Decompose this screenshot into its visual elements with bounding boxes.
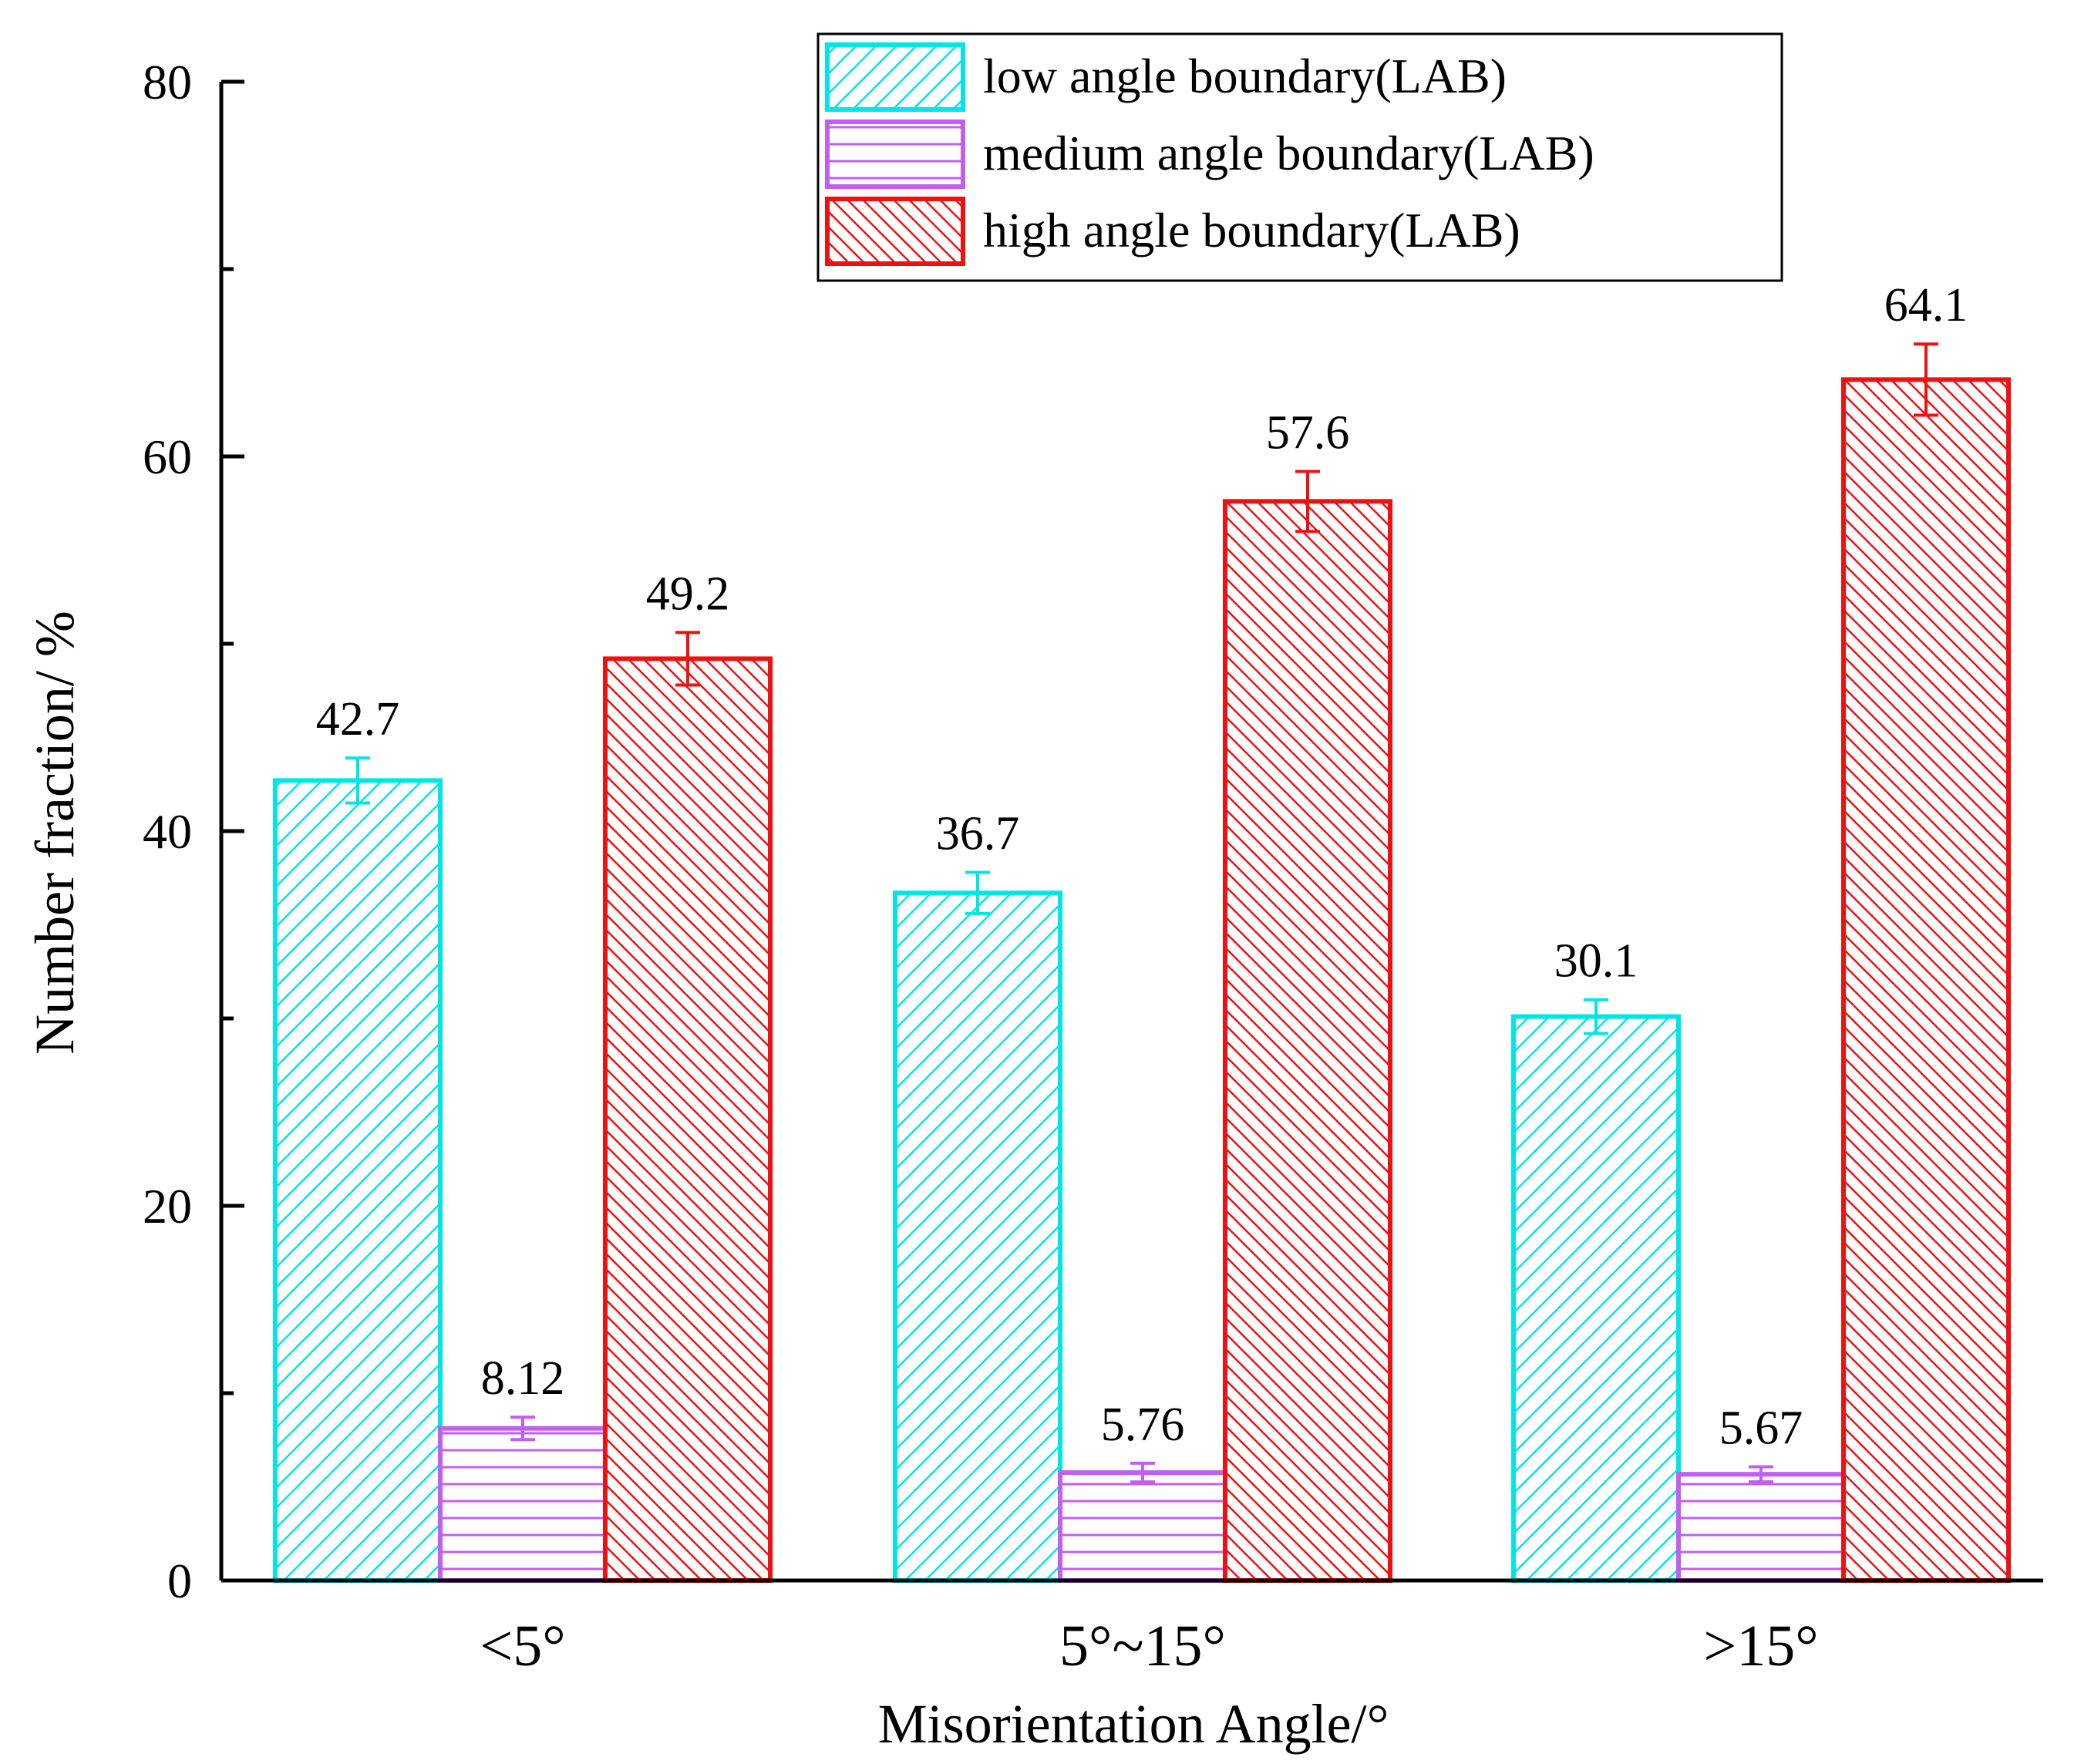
data-label: 5.76 — [1101, 1399, 1185, 1451]
x-category-label: >15° — [1703, 1614, 1818, 1678]
bar — [893, 890, 1062, 1583]
legend: low angle boundary(LAB) medium angle boun… — [817, 32, 1783, 282]
legend-label: high angle boundary(LAB) — [983, 203, 1520, 258]
y-tick-label: 20 — [143, 1179, 192, 1234]
bar — [1841, 377, 2011, 1583]
legend-swatch — [825, 197, 965, 266]
bar — [1058, 1470, 1227, 1583]
legend-swatch — [825, 120, 965, 189]
y-tick-label: 80 — [143, 55, 192, 109]
data-label: 42.7 — [316, 693, 400, 746]
bar — [1511, 1014, 1681, 1583]
plot-area: 42.7 8.12 49.2 36.7 5.76 57.6 30.1 5.67 64.1 — [273, 279, 2011, 1584]
value-labels-layer: 42.7 8.12 49.2 36.7 5.76 57.6 30.1 5.67 64.1 — [316, 279, 1968, 1454]
legend-label: low angle boundary(LAB) — [983, 49, 1507, 103]
data-label: 49.2 — [646, 567, 730, 620]
legend-frame — [817, 32, 1783, 282]
y-tick-label: 40 — [143, 804, 192, 859]
x-category-labels: <5° 5°~15° >15° — [480, 1614, 1818, 1678]
error-bars-layer — [345, 342, 1938, 1484]
y-axis-title: Number fraction/ % — [24, 611, 86, 1055]
y-ticks: 0 20 40 60 80 — [143, 55, 244, 1608]
bar — [1676, 1472, 1846, 1583]
bar — [1223, 499, 1392, 1584]
x-category-label: 5°~15° — [1059, 1614, 1226, 1678]
x-category-label: <5° — [480, 1614, 565, 1678]
data-label: 36.7 — [936, 807, 1020, 860]
bar — [603, 656, 773, 1584]
bars-layer — [273, 377, 2011, 1584]
data-label: 64.1 — [1884, 279, 1968, 332]
data-label: 57.6 — [1266, 406, 1350, 459]
bar — [438, 1426, 608, 1583]
bar — [273, 778, 443, 1583]
data-label: 8.12 — [481, 1352, 565, 1405]
x-axis-title: Misorientation Angle/° — [878, 1693, 1389, 1755]
legend-items: low angle boundary(LAB) medium angle boun… — [825, 42, 1594, 266]
data-label: 30.1 — [1554, 935, 1638, 988]
legend-swatch — [825, 42, 965, 112]
data-label: 5.67 — [1719, 1402, 1803, 1454]
legend-label: medium angle boundary(LAB) — [983, 126, 1594, 180]
y-tick-label: 0 — [167, 1554, 192, 1608]
y-tick-label: 60 — [143, 429, 192, 484]
axes: 0 20 40 60 80 <5° 5°~15° >15° — [143, 55, 2043, 1678]
